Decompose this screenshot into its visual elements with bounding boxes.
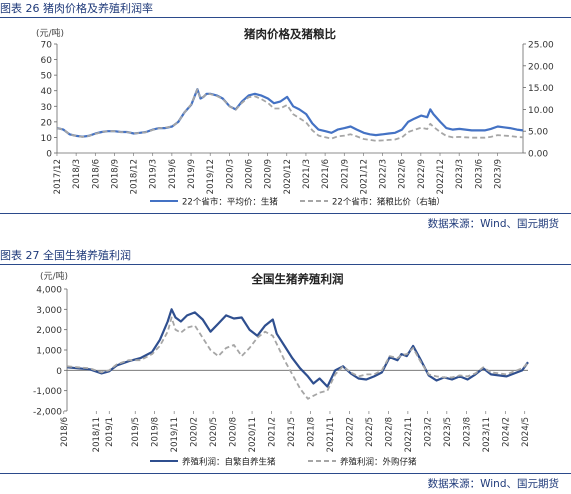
legend-label-1: 22个省市：平均价：生猪 [182, 197, 278, 208]
x-axis-tick-label: 2019/11 [170, 417, 180, 452]
x-axis-tick-label: 2023/6 [474, 159, 484, 189]
left-axis-tick-label: 2,000 [36, 326, 62, 336]
left-axis-unit: (元/吨) [36, 27, 64, 39]
caption-rule-26 [0, 17, 571, 18]
left-axis-tick-label: 70 [41, 41, 53, 51]
left-axis-tick-label: 0 [56, 367, 62, 377]
x-axis-tick-label: 2022/5 [365, 417, 375, 447]
right-axis-tick-label: 5.00 [528, 128, 548, 138]
source-rule-27 [0, 473, 571, 474]
x-axis-tick-label: 2018/6 [91, 159, 101, 189]
x-axis-tick-label: 2018/12 [130, 159, 140, 194]
left-axis-tick-label: 20 [41, 118, 53, 128]
x-axis-tick-label: 2017/12 [53, 159, 63, 194]
x-axis-tick-label: 2024/2 [501, 417, 511, 447]
left-axis-tick-label: 30 [41, 103, 53, 113]
x-axis-tick-label: 2019/1 [105, 417, 115, 447]
x-axis-tick-label: 2021/11 [326, 417, 336, 452]
x-axis-tick-label: 2023/8 [462, 417, 472, 447]
series-line-1 [56, 88, 524, 138]
x-axis-tick-label: 2023/3 [455, 159, 465, 189]
left-axis-tick-label: 0 [46, 150, 52, 160]
x-axis-tick-label: 2019/3 [149, 159, 159, 189]
x-axis-tick-label: 2021/6 [321, 159, 331, 189]
series-line-2 [57, 88, 524, 142]
legend-label-1: 养殖利润：自繁自养生猪 [182, 457, 276, 468]
x-axis-tick-label: 2018/3 [72, 159, 82, 189]
x-axis-tick-label: 2019/5 [131, 417, 141, 447]
x-axis-tick-label: 2021/8 [306, 417, 316, 447]
x-axis-tick-label: 2019/12 [206, 159, 216, 194]
caption-rule-27 [0, 264, 571, 265]
chart-hog-profit: 全国生猪养殖利润 (元/吨) -2,000 -1,000 0 1,000 2,000 3,00… [33, 270, 531, 468]
left-axis-tick-label: -1,000 [33, 387, 62, 397]
right-axis-tick-label: 10.00 [528, 106, 554, 116]
chart-pork-price: 猪肉价格及猪粮比 (元/吨) 0 10 20 30 40 50 60 70 0.00 5.00 10.0… [36, 27, 554, 208]
x-axis-tick-label: 2018/9 [110, 159, 120, 189]
right-axis-tick-label: 20.00 [528, 62, 554, 72]
x-axis-tick-label: 2022/9 [417, 159, 427, 189]
right-axis-tick-label: 25.00 [528, 41, 554, 51]
left-axis-tick-label: 50 [41, 72, 53, 82]
source-note-27: 数据来源：Wind、国元期货 [427, 478, 559, 490]
x-axis-tick-label: 2022/8 [384, 417, 394, 447]
legend-label-2: 22个省市：猪粮比价（右轴） [332, 197, 445, 208]
x-axis-tick-label: 2022/11 [404, 417, 414, 452]
right-axis-tick-label: 0.00 [528, 150, 548, 160]
x-axis-tick-label: 2021/12 [359, 159, 369, 194]
figure-caption-26: 图表 26 猪肉价格及养殖利润率 [0, 2, 153, 15]
left-axis-tick-label: 60 [41, 56, 53, 66]
x-axis-tick-label: 2022/12 [436, 159, 446, 194]
series-line-1 [67, 308, 529, 388]
x-axis-tick-label: 2020/5 [209, 417, 219, 447]
x-axis-tick-label: 2021/2 [268, 417, 278, 447]
x-axis-tick-label: 2020/9 [264, 159, 274, 189]
x-axis-tick-label: 2021/5 [287, 417, 297, 447]
x-axis-tick-label: 2019/8 [151, 417, 161, 447]
x-axis-tick-label: 2020/2 [190, 417, 200, 447]
source-note-26: 数据来源：Wind、国元期货 [427, 218, 559, 230]
x-axis-tick-label: 2023/2 [423, 417, 433, 447]
x-axis-tick-label: 2018/6 [60, 417, 70, 447]
left-axis-tick-label: 1,000 [36, 347, 62, 357]
legend-label-2: 养殖利润：外购仔猪 [340, 457, 417, 468]
x-axis-tick-label: 2018/11 [92, 417, 102, 452]
x-axis-tick-label: 2023/5 [443, 417, 453, 447]
right-axis-tick-label: 15.00 [528, 84, 554, 94]
x-axis-tick-label: 2020/8 [229, 417, 239, 447]
x-axis-tick-label: 2023/9 [493, 159, 503, 189]
x-axis-tick-label: 2020/3 [225, 159, 235, 189]
x-axis-tick-label: 2020/11 [248, 417, 258, 452]
series-line-2 [67, 316, 529, 400]
left-axis-tick-label: 10 [41, 134, 53, 144]
x-axis-tick-label: 2021/9 [340, 159, 350, 189]
x-axis-tick-label: 2024/5 [521, 417, 531, 447]
left-axis-tick-label: -2,000 [33, 408, 62, 418]
left-axis-tick-label: 3,000 [36, 306, 62, 316]
x-axis-tick-label: 2022/3 [379, 159, 389, 189]
x-axis-tick-label: 2020/6 [244, 159, 254, 189]
left-axis-unit: (元/吨) [40, 270, 68, 282]
source-rule-26 [0, 213, 571, 214]
figure-caption-27: 图表 27 全国生猪养殖利润 [0, 249, 131, 262]
x-axis-tick-label: 2020/12 [283, 159, 293, 194]
x-axis-tick-label: 2023/11 [482, 417, 492, 452]
x-axis-tick-label: 2021/3 [302, 159, 312, 189]
x-axis-tick-label: 2022/6 [398, 159, 408, 189]
x-axis-tick-label: 2019/9 [187, 159, 197, 189]
chart-title: 全国生猪养殖利润 [251, 272, 344, 286]
chart-title: 猪肉价格及猪粮比 [243, 27, 336, 41]
x-axis-tick-label: 2022/2 [345, 417, 355, 447]
left-axis-tick-label: 40 [41, 87, 53, 97]
x-axis-tick-label: 2019/6 [168, 159, 178, 189]
left-axis-tick-label: 4,000 [36, 286, 62, 296]
